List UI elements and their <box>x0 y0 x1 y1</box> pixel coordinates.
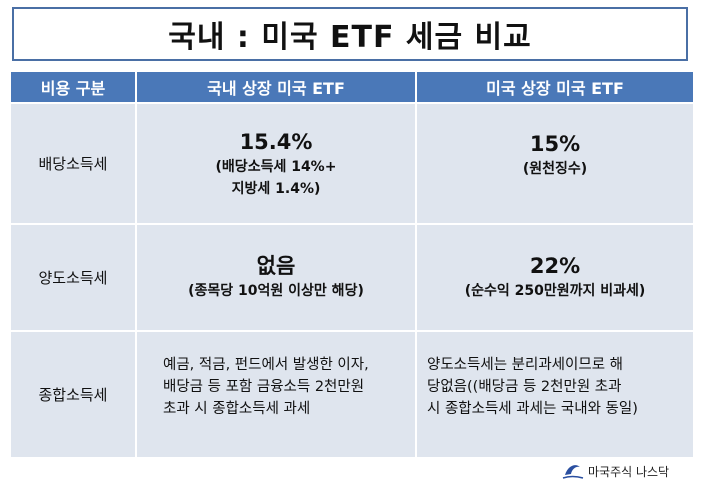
domestic-cell: 15.4% (배당소득세 14%+ 지방세 1.4%) <box>136 101 417 225</box>
category-cell: 양도소득세 <box>11 223 137 331</box>
us-rate: 22% <box>529 254 581 279</box>
domestic-note-line-2: 지방세 1.4%) <box>231 180 321 197</box>
brand-name: 마국주식 나스닥 <box>588 464 670 479</box>
domestic-text-line-2: 배당금 등 포함 금융소득 2천만원 <box>163 378 365 395</box>
footer-brand: 마국주식 나스닥 <box>562 460 669 482</box>
page-title: 국내 : 미국 ETF 세금 비교 <box>168 20 532 55</box>
category-cell: 종합소득세 <box>11 329 137 457</box>
domestic-cell: 없음 (종목당 10억원 이상만 해당) <box>136 223 417 331</box>
domestic-note-line-1: (배당소득세 14%+ <box>215 158 337 175</box>
table-row-comprehensive: 종합소득세 예금, 적금, 펀드에서 발생한 이자, 배당금 등 포함 금융소득… <box>11 329 693 457</box>
table-row-dividend: 배당소득세 15.4% (배당소득세 14%+ 지방세 1.4%) 15% (원… <box>11 101 693 225</box>
us-text-line-2: 당없음((배당금 등 2천만원 초과 <box>427 378 622 395</box>
tax-comparison-table: 비용 구분 국내 상장 미국 ETF 미국 상장 미국 ETF 배당소득세 15… <box>11 72 693 457</box>
category-cell: 배당소득세 <box>11 101 137 225</box>
header-us: 미국 상장 미국 ETF <box>416 72 693 103</box>
domestic-rate: 15.4% <box>239 129 313 154</box>
header-domestic: 국내 상장 미국 ETF <box>136 72 417 103</box>
domestic-rate: 없음 <box>256 254 296 279</box>
domestic-text-line-1: 예금, 적금, 펀드에서 발생한 이자, <box>163 356 369 373</box>
header-category: 비용 구분 <box>11 72 137 103</box>
us-cell: 15% (원천징수) <box>416 101 693 225</box>
us-cell: 22% (순수익 250만원까지 비과세) <box>416 223 693 331</box>
title-box: 국내 : 미국 ETF 세금 비교 <box>12 7 688 61</box>
domestic-cell: 예금, 적금, 펀드에서 발생한 이자, 배당금 등 포함 금융소득 2천만원 … <box>136 329 417 457</box>
table-header-row: 비용 구분 국내 상장 미국 ETF 미국 상장 미국 ETF <box>11 72 693 103</box>
table-row-capital-gains: 양도소득세 없음 (종목당 10억원 이상만 해당) 22% (순수익 250만… <box>11 223 693 331</box>
us-text-line-1: 양도소득세는 분리과세이므로 해 <box>427 356 623 373</box>
us-note: (순수익 250만원까지 비과세) <box>464 283 646 300</box>
us-cell: 양도소득세는 분리과세이므로 해 당없음((배당금 등 2천만원 초과 시 종합… <box>416 329 693 457</box>
wave-logo-icon <box>562 465 584 479</box>
us-text-line-3: 시 종합소득세 과세는 국내와 동일) <box>427 400 638 417</box>
us-rate: 15% <box>529 132 581 156</box>
domestic-text-line-3: 초과 시 종합소득세 과세 <box>163 400 311 417</box>
domestic-note: (종목당 10억원 이상만 해당) <box>188 283 364 300</box>
us-note: (원천징수) <box>522 161 588 177</box>
